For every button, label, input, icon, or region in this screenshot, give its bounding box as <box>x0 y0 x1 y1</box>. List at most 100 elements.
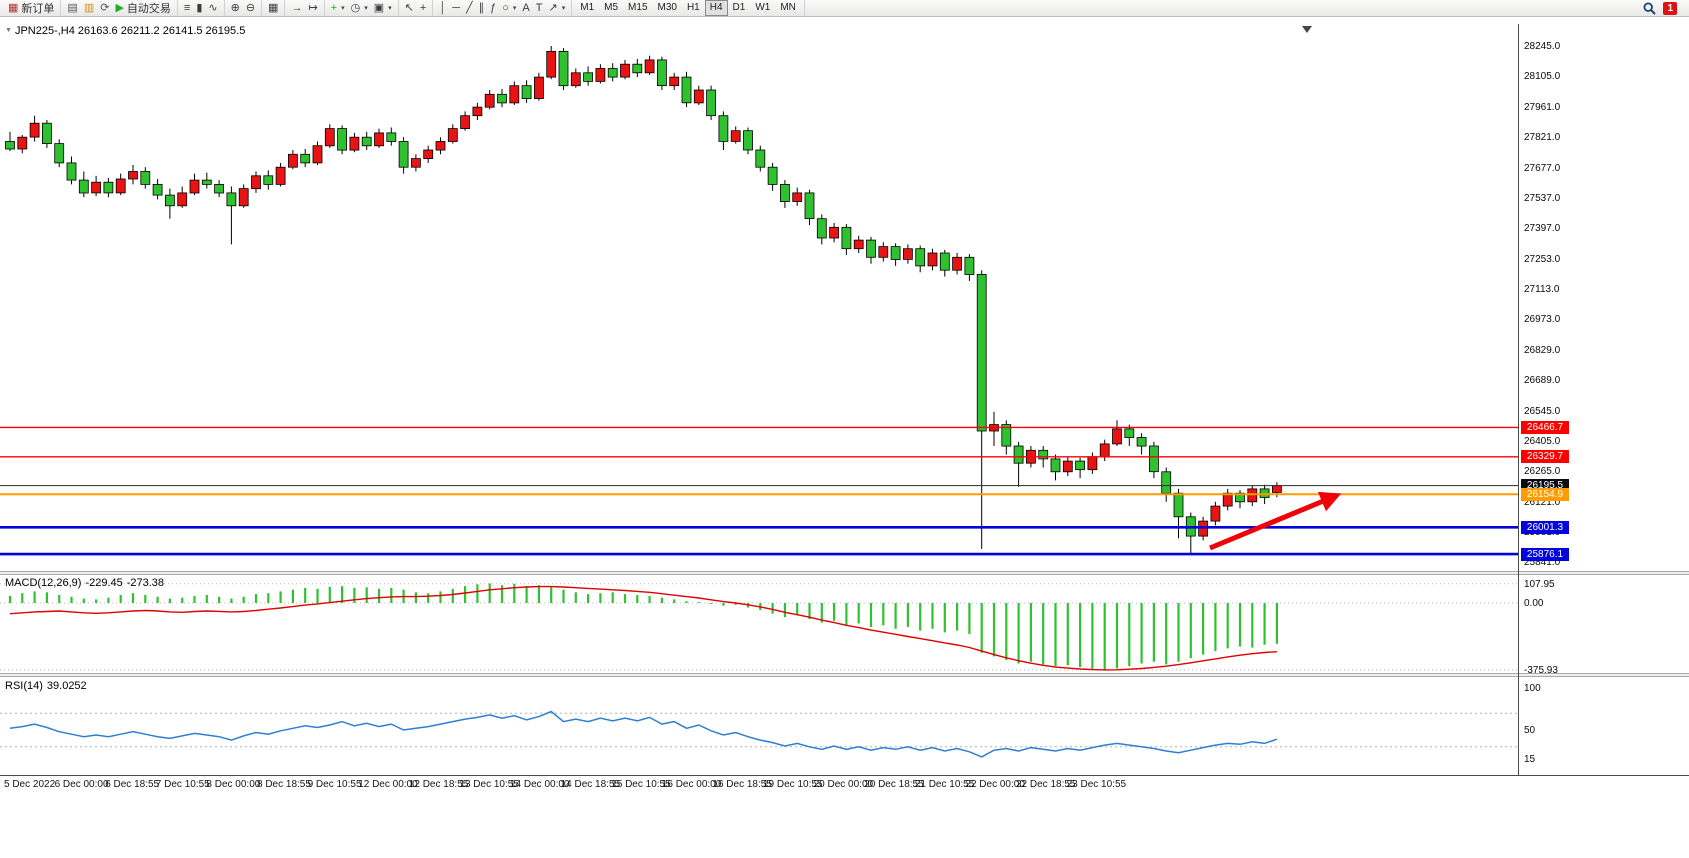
price-axis[interactable]: 28245.0 28105.0 27961.0 27821.0 27677.0 27537… <box>1519 0 1589 775</box>
candle <box>1112 428 1122 445</box>
price-tick: 27537.0 <box>1524 192 1561 204</box>
candle <box>1272 485 1282 493</box>
candle <box>484 93 495 108</box>
candle <box>337 128 348 151</box>
timeframe-m5[interactable]: M5 <box>604 2 619 13</box>
drawing-group: │ ─ ╱ ∥ ƒ ○ ▾ A T ↗ ▾ <box>433 0 573 16</box>
channel-button[interactable]: ∥ <box>476 1 488 16</box>
shapes-button[interactable]: ○ ▾ <box>499 1 519 16</box>
price-tag: 25876.1 <box>1521 547 1569 561</box>
panel-splitter-macd[interactable] <box>0 571 1689 575</box>
line-chart-button[interactable]: ∿ <box>205 1 220 16</box>
candle <box>841 226 852 250</box>
candle <box>829 226 839 239</box>
zoom-group: ⊕ ⊖ <box>225 0 263 16</box>
crosshair-button[interactable]: + <box>417 1 429 16</box>
arrows-icon: ↗ <box>548 1 558 14</box>
text-label-button[interactable]: T <box>533 1 546 16</box>
rsi-axis-label: 15 <box>1524 754 1536 766</box>
time-label: 12 Dec 18:55 <box>408 779 469 790</box>
candle <box>853 239 864 250</box>
macd-axis-label: 107.95 <box>1524 578 1555 590</box>
refresh-button[interactable]: ⟳ <box>97 1 112 16</box>
candle <box>964 256 975 275</box>
candle <box>1075 460 1085 471</box>
candle <box>767 166 778 185</box>
arrows-button[interactable]: ↗ ▾ <box>546 1 569 16</box>
horizontal-line-icon: ─ <box>452 1 460 14</box>
auto-scroll-button[interactable]: → <box>288 1 305 16</box>
price-tick: 28245.0 <box>1524 41 1561 52</box>
time-label: 14 Dec 00:00 <box>510 779 570 790</box>
price-tick: 28105.0 <box>1524 71 1561 83</box>
timeframe-m30[interactable]: M30 <box>657 2 677 13</box>
zoom-out-button[interactable]: ⊖ <box>243 1 258 16</box>
timeframe-mn[interactable]: MN <box>780 2 796 13</box>
cursor-button[interactable]: ↖ <box>402 1 417 16</box>
candle <box>78 179 89 194</box>
zoom-out-icon: ⊖ <box>245 1 256 14</box>
time-label: 21 Dec 10:55 <box>914 779 975 790</box>
candle <box>976 273 987 432</box>
candle <box>349 136 360 151</box>
fibonacci-button[interactable]: ƒ <box>487 1 499 16</box>
templates-button[interactable]: ▣ ▾ <box>371 1 395 16</box>
one-click-trading-icon[interactable]: ▼ <box>5 27 12 34</box>
candle <box>780 183 790 202</box>
candle <box>706 89 716 117</box>
new-chart-button[interactable]: ▤ <box>64 1 80 16</box>
time-label: 6 Dec 18:55 <box>105 779 160 790</box>
cursor-icon: ↖ <box>404 1 414 14</box>
tile-windows-button[interactable]: ▦ <box>265 1 281 16</box>
time-label: 19 Dec 10:55 <box>763 779 823 790</box>
price-tick: 26545.0 <box>1524 405 1561 417</box>
auto-scroll-icon: → <box>291 1 303 14</box>
candle <box>915 248 926 267</box>
zoom-in-button[interactable]: ⊕ <box>228 1 243 16</box>
rsi-axis-label: 50 <box>1524 725 1536 736</box>
indicators-button[interactable]: + ▾ <box>328 1 348 16</box>
notification-badge[interactable]: 1 <box>1663 1 1677 15</box>
timeframe-m1[interactable]: M1 <box>580 2 595 13</box>
macd-label: MACD(12,26,9) -229.45 -273.38 <box>5 577 164 589</box>
price-chart-canvas[interactable] <box>0 24 1689 571</box>
trendline-button[interactable]: ╱ <box>463 1 476 16</box>
profiles-button[interactable]: ▥ <box>81 1 97 16</box>
candle <box>472 106 483 117</box>
candle <box>730 130 741 142</box>
toolbar-right: 1 <box>1643 1 1687 15</box>
horizontal-line-button[interactable]: ─ <box>449 1 463 16</box>
price-tick: 26829.0 <box>1524 344 1561 356</box>
arrows-button-caret-icon: ▾ <box>561 5 566 12</box>
chart-shift-marker-icon[interactable] <box>1302 26 1312 33</box>
candle <box>804 192 815 219</box>
candle <box>374 132 384 147</box>
periods-button[interactable]: ◷ ▾ <box>348 1 371 16</box>
candle <box>570 72 581 87</box>
text-button[interactable]: A <box>519 1 532 16</box>
new-order-button[interactable]: ▦ 新订单 <box>5 1 57 16</box>
timeframe-m15[interactable]: M15 <box>628 2 648 13</box>
macd-value: -229.45 <box>85 577 123 589</box>
search-icon[interactable] <box>1643 1 1657 15</box>
vertical-line-button[interactable]: │ <box>436 1 449 16</box>
chart-shift-button[interactable]: ↦ <box>305 1 320 16</box>
candle <box>91 181 101 194</box>
panel-splitter-rsi[interactable] <box>0 673 1689 677</box>
timeframe-h4[interactable]: H4 <box>704 0 728 16</box>
timeframe-w1[interactable]: W1 <box>755 2 771 13</box>
timeframe-h1[interactable]: H1 <box>686 2 700 13</box>
candlestick-chart-button[interactable]: ▮ <box>193 1 205 16</box>
time-axis[interactable]: 5 Dec 2022 6 Dec 00:00 6 Dec 18:55 7 Dec 10… <box>0 779 1689 793</box>
candle <box>1099 443 1110 458</box>
candle <box>620 63 630 78</box>
autotrading-button[interactable]: ▶ 自动交易 <box>112 1 173 16</box>
trend-arrow[interactable] <box>1209 491 1342 551</box>
macd-panel-canvas[interactable] <box>0 575 1689 673</box>
bar-chart-button[interactable]: ≡ <box>181 1 193 16</box>
rsi-panel-canvas[interactable] <box>0 677 1689 775</box>
timeframe-d1[interactable]: D1 <box>732 2 746 13</box>
refresh-icon: ⟳ <box>100 1 110 14</box>
candle <box>632 63 643 74</box>
